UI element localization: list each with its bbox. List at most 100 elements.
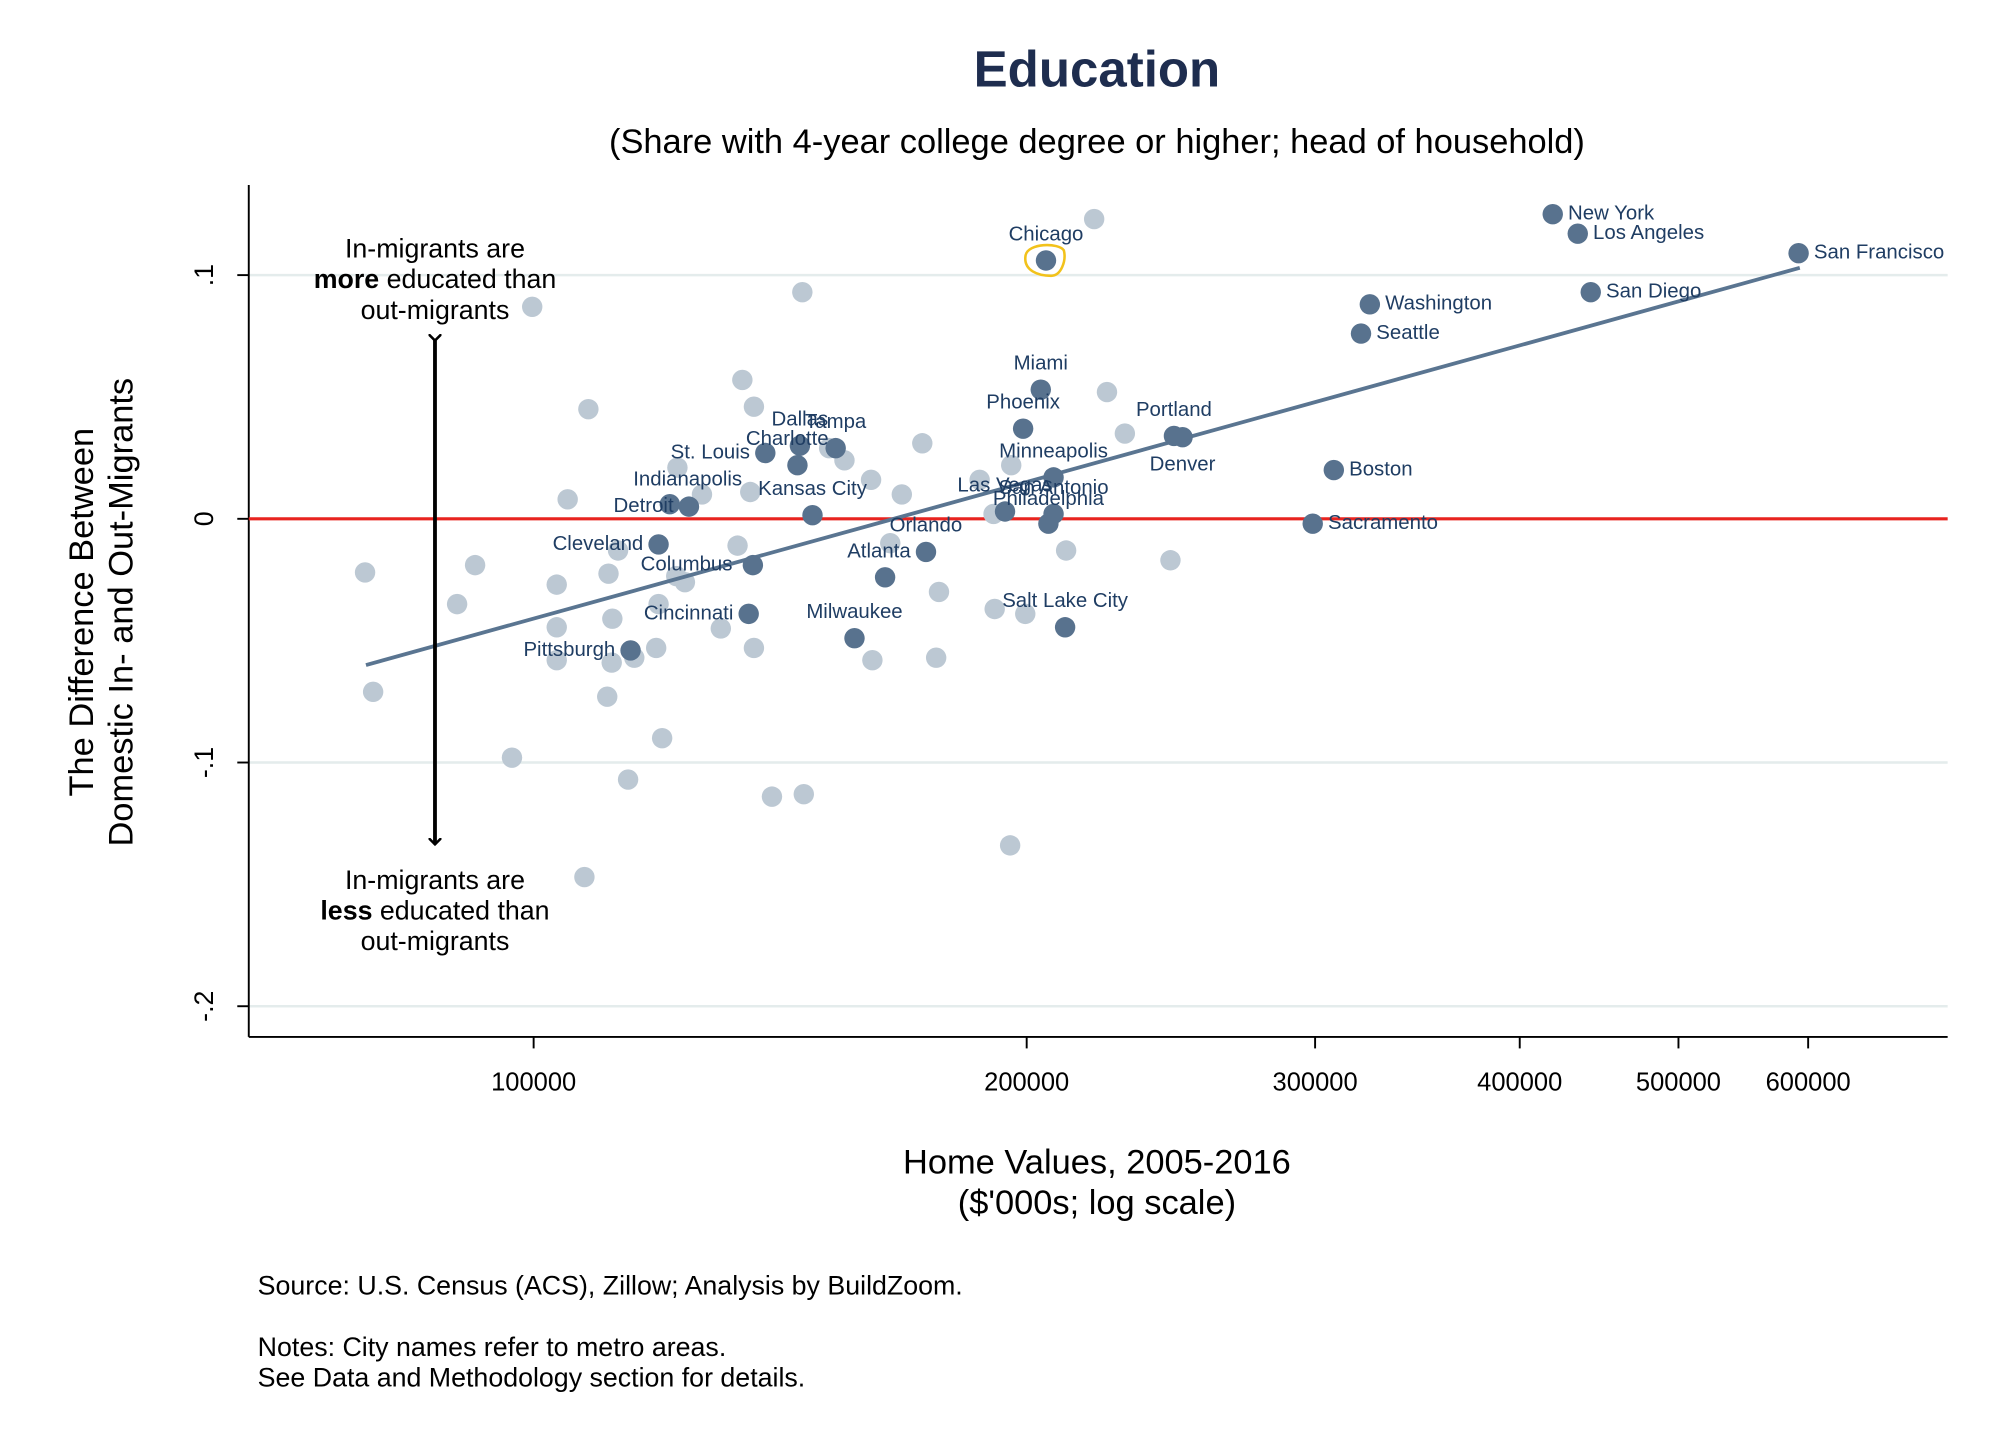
y-axis-title: Domestic In- and Out-Migrants xyxy=(103,378,141,847)
city-label: San Francisco xyxy=(1814,242,1944,264)
background-point xyxy=(597,686,618,707)
background-point xyxy=(601,652,622,673)
background-point xyxy=(793,783,815,805)
background-point xyxy=(1160,550,1181,571)
city-label: Atlanta xyxy=(847,540,911,562)
background-point xyxy=(727,535,748,556)
annotation-top: In-migrants are more educated than out-m… xyxy=(314,234,557,325)
city-label: Charlotte xyxy=(746,428,829,450)
city-point xyxy=(1030,379,1051,400)
annotation-line: more educated than xyxy=(314,264,557,294)
city-label: Detroit xyxy=(614,495,674,517)
city-point xyxy=(1302,513,1323,534)
city-point xyxy=(659,493,681,515)
background-point xyxy=(574,866,595,888)
city-label: Columbus xyxy=(641,554,733,576)
annotation-line: out-migrants xyxy=(361,926,510,956)
y-tick-label: -.2 xyxy=(189,991,219,1022)
city-label: Orlando xyxy=(890,515,963,537)
city-label: Boston xyxy=(1349,458,1412,480)
background-point xyxy=(546,617,567,638)
background-point xyxy=(651,727,673,749)
background-point xyxy=(546,574,567,595)
city-point xyxy=(678,496,700,517)
background-point xyxy=(617,769,639,790)
x-tick-label: 200000 xyxy=(984,1069,1069,1097)
background-point xyxy=(743,396,765,417)
city-label: San Diego xyxy=(1606,281,1701,303)
city-label: Denver xyxy=(1150,454,1216,476)
city-point xyxy=(1788,242,1809,264)
x-tick-label: 100000 xyxy=(491,1069,576,1097)
x-axis-title: ($'000s; log scale) xyxy=(958,1184,1236,1222)
x-tick-label: 400000 xyxy=(1477,1069,1562,1097)
background-point xyxy=(912,433,933,454)
background-point xyxy=(710,618,732,639)
background-point xyxy=(501,747,523,768)
x-tick-label: 300000 xyxy=(1273,1069,1358,1097)
background-point xyxy=(862,649,883,671)
y-tick-label: 0 xyxy=(189,511,219,526)
city-point xyxy=(1035,250,1057,271)
city-point xyxy=(738,603,759,625)
background-point xyxy=(732,369,753,391)
annotation-line: In-migrants are xyxy=(345,865,525,895)
city-label: Minneapolis xyxy=(999,440,1108,462)
city-label: Dallas xyxy=(772,409,829,431)
y-tick-label: .1 xyxy=(189,264,219,286)
background-point xyxy=(667,457,688,478)
background-point xyxy=(602,608,623,629)
city-point xyxy=(620,640,641,661)
source-note: Source: U.S. Census (ACS), Zillow; Analy… xyxy=(258,1271,963,1301)
city-label: Philadelphia xyxy=(993,488,1105,510)
background-point xyxy=(969,469,990,491)
city-point xyxy=(874,567,896,588)
y-tick-label: -.1 xyxy=(189,747,219,778)
city-point xyxy=(825,437,846,459)
y-axis-title: The Difference Between xyxy=(63,428,101,797)
background-point xyxy=(1083,208,1105,230)
city-point xyxy=(1580,281,1601,303)
city-label: Portland xyxy=(1136,399,1212,421)
background-point xyxy=(860,469,882,491)
city-label: Cincinnati xyxy=(644,602,734,624)
chart-subtitle: (Share with 4-year college degree or hig… xyxy=(609,123,1585,161)
city-point xyxy=(1054,617,1076,638)
city-point xyxy=(789,435,811,456)
city-label: Los Angeles xyxy=(1593,222,1704,244)
chart-title: Education xyxy=(974,41,1221,98)
x-axis-title: Home Values, 2005-2016 xyxy=(903,1143,1291,1181)
city-point xyxy=(1567,223,1588,244)
background-point xyxy=(740,481,761,503)
background-point xyxy=(578,398,599,420)
annotation-text: educated than xyxy=(379,264,556,294)
background-point xyxy=(928,581,950,603)
background-point xyxy=(1055,540,1077,561)
city-point xyxy=(994,501,1016,522)
background-point xyxy=(891,484,913,505)
annotation-line: less educated than xyxy=(320,896,549,926)
annotation-bottom: In-migrants are less educated than out-m… xyxy=(320,865,549,956)
city-label: Miami xyxy=(1014,353,1068,375)
background-point xyxy=(362,681,384,703)
city-point xyxy=(802,504,823,526)
city-point xyxy=(1172,426,1193,448)
city-point xyxy=(1012,418,1034,439)
city-label: Milwaukee xyxy=(806,601,902,623)
annotation-line: out-migrants xyxy=(361,295,510,325)
city-label: San Antonio xyxy=(999,477,1109,499)
x-tick-label: 600000 xyxy=(1766,1069,1851,1097)
background-point xyxy=(1114,423,1136,444)
city-point xyxy=(648,534,669,555)
city-label: Seattle xyxy=(1376,322,1439,344)
city-label: Chicago xyxy=(1009,223,1084,245)
city-point xyxy=(742,554,764,576)
background-point xyxy=(691,484,713,505)
city-point xyxy=(1542,203,1563,225)
city-label: Salt Lake City xyxy=(1002,590,1129,612)
background-point xyxy=(761,786,783,807)
background-point xyxy=(354,562,376,583)
city-point xyxy=(1359,294,1381,315)
